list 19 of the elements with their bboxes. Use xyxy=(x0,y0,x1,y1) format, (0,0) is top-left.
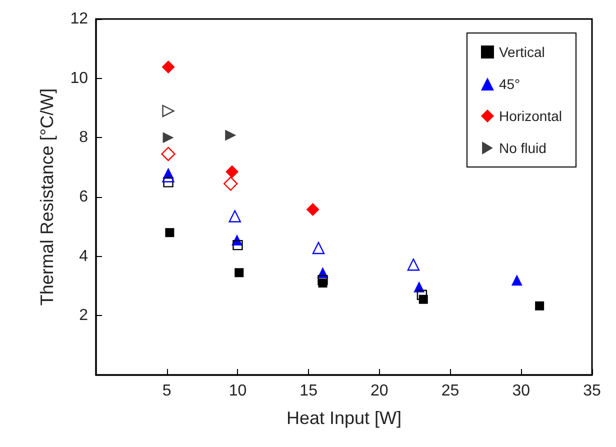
legend-label: Horizontal xyxy=(498,108,562,124)
x-tick-label: 15 xyxy=(300,382,318,400)
x-axis-title: Heat Input [W] xyxy=(286,408,402,428)
y-tick-label: 8 xyxy=(79,129,88,146)
y-tick-label: 2 xyxy=(79,307,88,324)
y-tick-label: 6 xyxy=(79,188,88,206)
legend-label: No fluid xyxy=(498,140,546,156)
legend-label: Vertical xyxy=(498,44,545,60)
x-tick-label: 20 xyxy=(370,382,388,400)
y-tick-label: 4 xyxy=(79,248,88,265)
x-tick-label: 5 xyxy=(162,382,172,400)
y-tick-label: 10 xyxy=(70,70,88,87)
legend-label: 45° xyxy=(498,76,520,92)
x-tick-label: 30 xyxy=(512,382,530,400)
x-tick-label: 25 xyxy=(441,382,460,400)
x-tick-label: 35 xyxy=(583,382,601,400)
y-axis-title: Thermal Resistance [°C/W] xyxy=(37,88,57,306)
y-tick-label: 12 xyxy=(70,10,88,28)
x-tick-label: 10 xyxy=(228,382,247,400)
